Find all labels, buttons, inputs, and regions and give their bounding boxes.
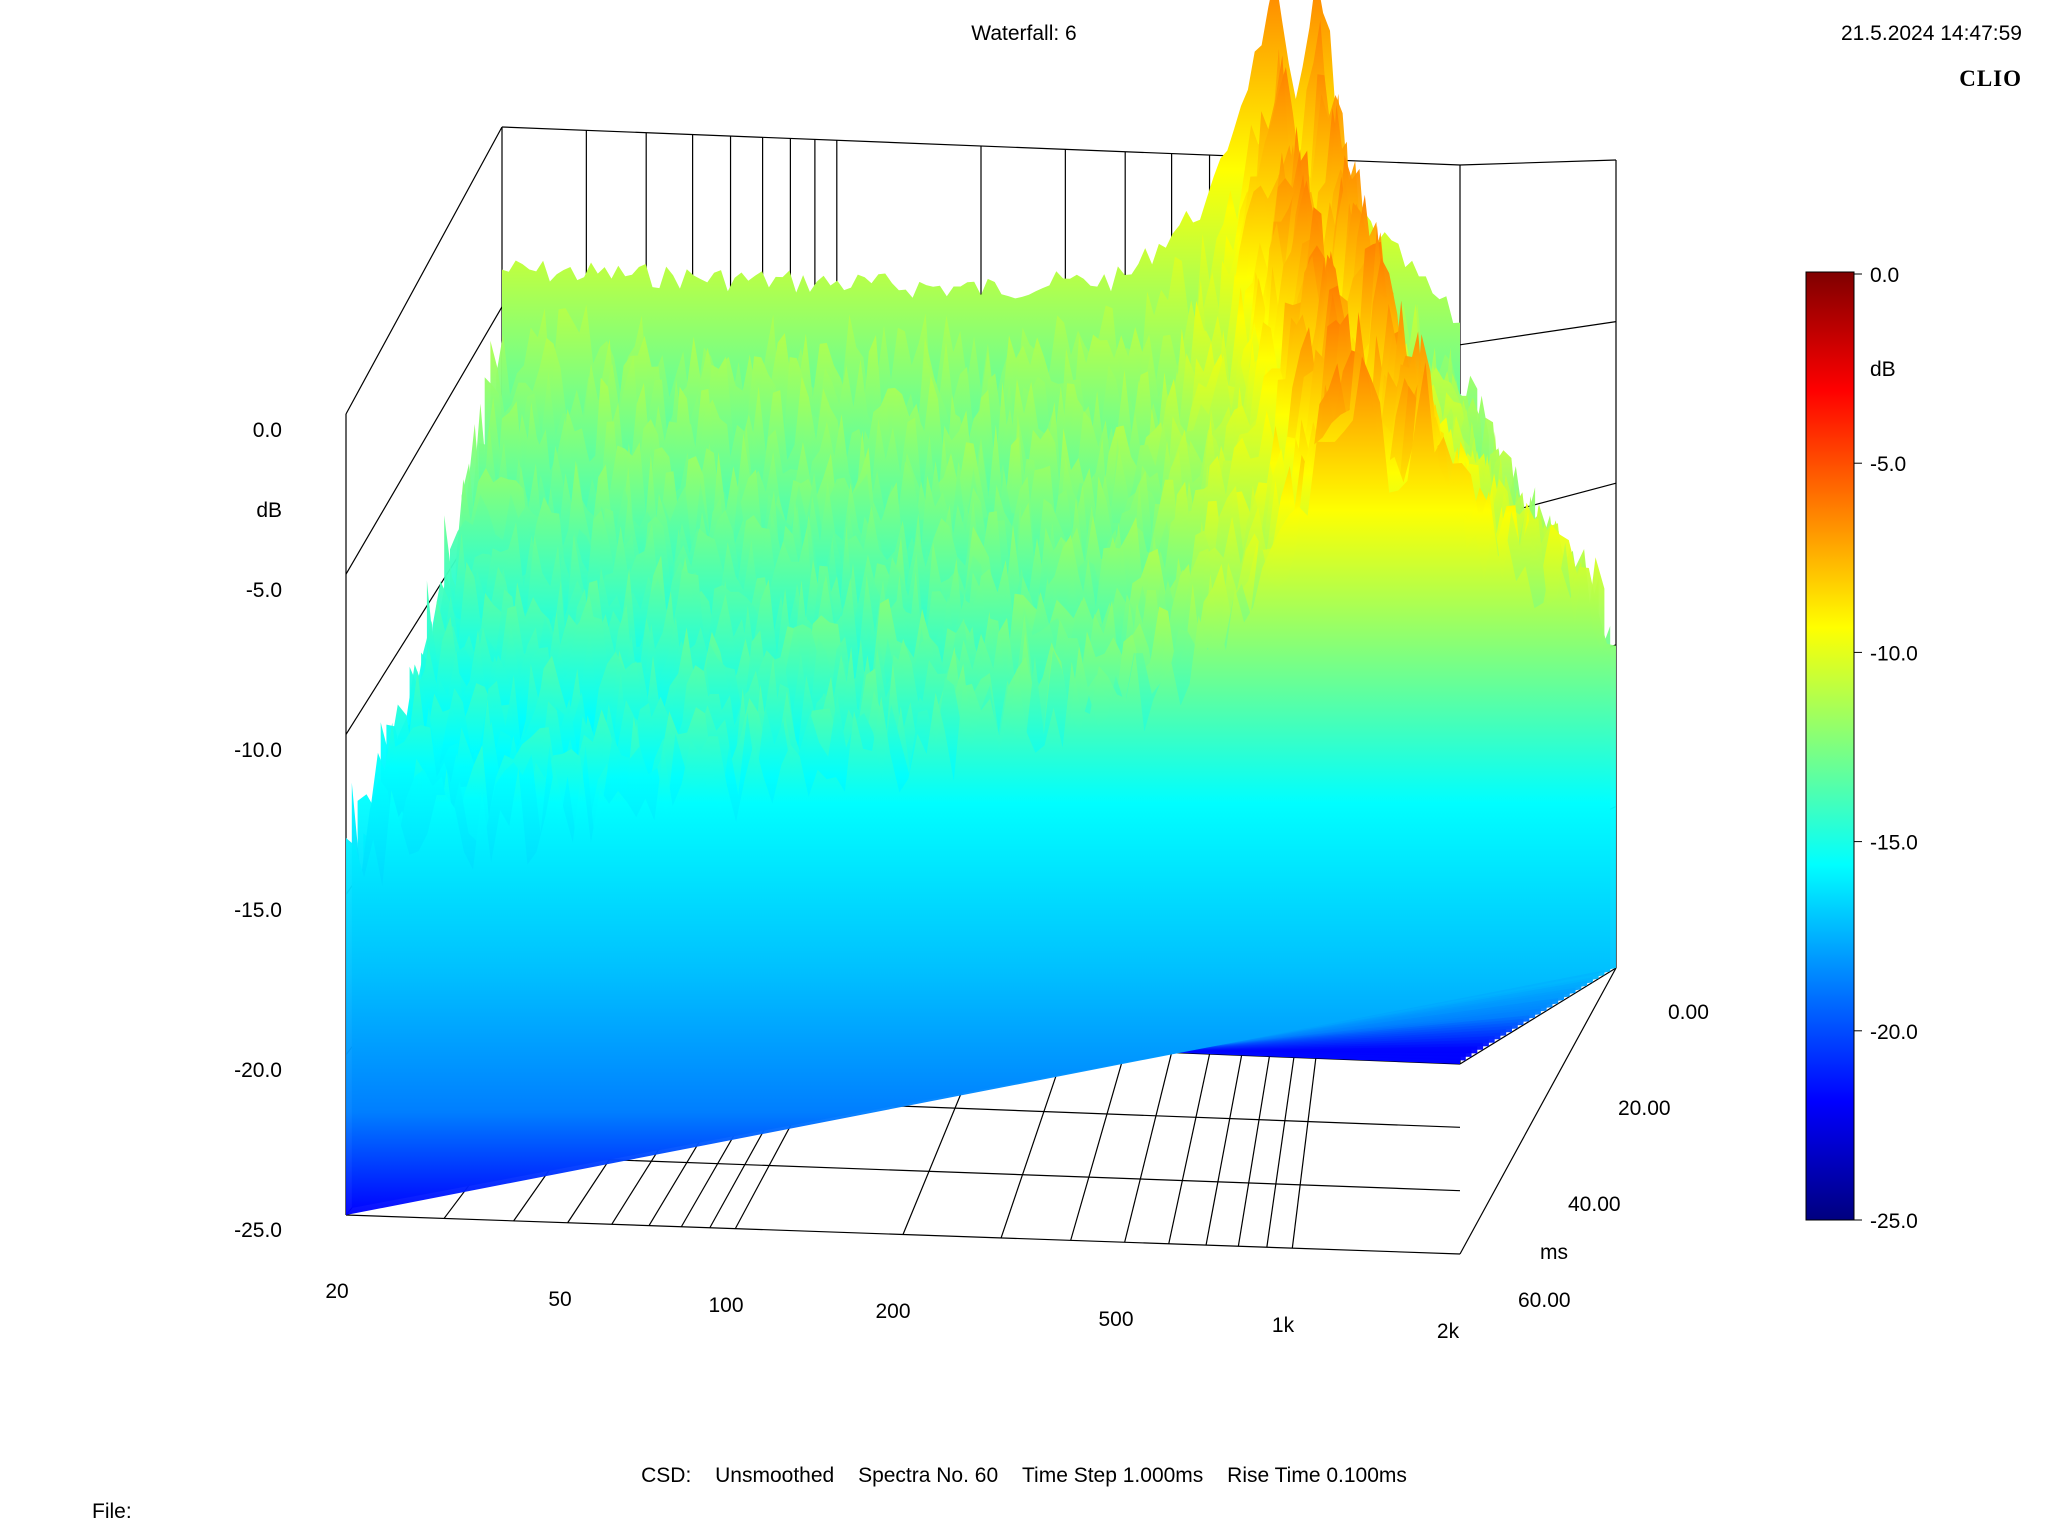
rise-time: Rise Time 0.100ms (1227, 1464, 1407, 1487)
file-label: File: (92, 1500, 132, 1523)
y-axis-ticks: 0.00 20.00 40.00 60.00 ms (1518, 1001, 1709, 1312)
z-tick-label: -20.0 (234, 1059, 282, 1082)
colorbar-tick-label: -15.0 (1870, 832, 1918, 855)
z-tick-label: -10.0 (234, 739, 282, 762)
x-tick-label: 50 (548, 1288, 571, 1311)
timestamp: 21.5.2024 14:47:59 (1840, 22, 2022, 45)
csd-label: CSD: (641, 1464, 692, 1487)
colorbar-tick-label: 0.0 (1870, 264, 1899, 287)
y-tick-label: 60.00 (1518, 1289, 1571, 1312)
chart-title: Waterfall: 6 (971, 22, 1077, 45)
x-tick-label: 200 (875, 1300, 910, 1323)
csd-info: CSD: Unsmoothed Spectra No. 60 Time Step… (0, 1464, 2048, 1488)
time-step: Time Step 1.000ms (1022, 1464, 1204, 1487)
z-tick-label: -5.0 (246, 579, 282, 602)
colorbar-tick-label: -5.0 (1870, 453, 1906, 476)
x-tick-label: 500 (1098, 1308, 1133, 1331)
spectrum-slice (346, 356, 1616, 1215)
smoothing-value: Unsmoothed (715, 1464, 835, 1487)
colorbar-ticks: 0.0 -5.0 -10.0 -15.0 -20.0 -25.0 dB (1854, 264, 1918, 1233)
colorbar-gradient (1805, 271, 1855, 1221)
colorbar-unit: dB (1870, 358, 1896, 381)
colorbar-tick-label: -10.0 (1870, 642, 1918, 665)
z-axis-unit: dB (256, 499, 282, 522)
brand-logo: CLIO (1959, 66, 2022, 91)
y-axis-unit: ms (1540, 1241, 1568, 1264)
y-tick-label: 0.00 (1668, 1001, 1709, 1024)
z-tick-label: 0.0 (253, 419, 282, 442)
waterfall-surface (346, 0, 1616, 1215)
z-tick-label: -15.0 (234, 899, 282, 922)
colorbar-tick-label: -20.0 (1870, 1021, 1918, 1044)
spectra-count: Spectra No. 60 (858, 1464, 999, 1487)
x-tick-label: 2k (1437, 1320, 1460, 1343)
z-tick-label: -25.0 (234, 1219, 282, 1242)
colorbar (1805, 271, 1855, 1221)
z-axis-ticks: 0.0 -5.0 -10.0 -15.0 -20.0 -25.0 dB (234, 419, 282, 1242)
colorbar-tick-label: -25.0 (1870, 1210, 1918, 1233)
y-tick-label: 40.00 (1568, 1193, 1621, 1216)
x-tick-label: 20 (325, 1280, 348, 1303)
x-axis-ticks: 20 50 100 200 500 1k 2k (325, 1280, 1459, 1343)
x-tick-label: 1k (1272, 1314, 1295, 1337)
y-tick-label: 20.00 (1618, 1097, 1671, 1120)
x-tick-label: 100 (708, 1294, 743, 1317)
